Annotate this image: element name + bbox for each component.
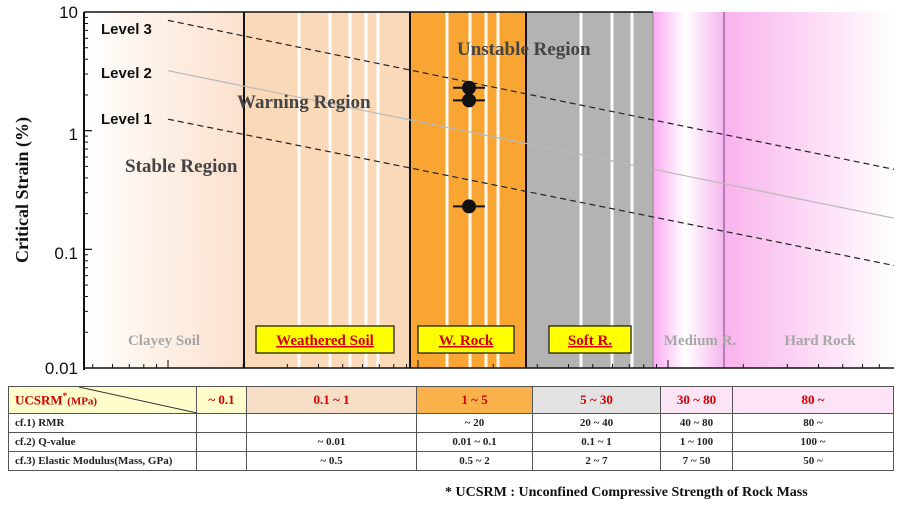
table-cell: 80 ~ <box>732 413 894 433</box>
zone-bg-weathered-soil <box>244 12 410 368</box>
table-cell: 20 ~ 40 <box>532 413 661 433</box>
table-cell <box>246 413 417 433</box>
zone-label-hard-rock: Hard Rock <box>784 333 856 349</box>
data-points <box>453 80 485 214</box>
zone-bg-soft-rock <box>526 12 653 368</box>
table-cell <box>196 432 247 452</box>
y-tick-label: 1 <box>69 125 78 144</box>
y-axis-label: Critical Strain (%) <box>12 117 33 263</box>
ucsrm-range-cell: 5 ~ 30 <box>532 386 661 414</box>
data-point <box>462 93 476 108</box>
unstable-region-label: Unstable Region <box>457 39 591 60</box>
table-cell: ~ 20 <box>416 413 533 433</box>
zone-bg-medium-rock <box>653 12 724 368</box>
table-cell: 40 ~ 80 <box>660 413 733 433</box>
table-cell: 2 ~ 7 <box>532 451 661 471</box>
stable-region-label: Stable Region <box>125 156 238 177</box>
table-cell <box>196 451 247 471</box>
level-1-line <box>167 118 894 267</box>
zone-label-box-soft-rock <box>548 325 632 354</box>
data-point <box>462 199 476 214</box>
grid-lines <box>297 12 634 368</box>
table-cell: ~ 0.01 <box>246 432 417 452</box>
zone-label-box-w-rock <box>417 325 515 354</box>
ucsrm-label-unit: (MPa) <box>67 395 98 408</box>
ucsrm-table: UCSRM*(MPa) ~ 0.1 0.1 ~ 1 1 ~ 5 5 ~ 30 3… <box>8 386 894 471</box>
zone-label-soft-rock: Soft R. <box>568 333 612 349</box>
y-tick-label: 0.1 <box>54 244 78 263</box>
footnote: * UCSRM : Unconfined Compressive Strengt… <box>445 485 808 500</box>
row-label: cf.2) Q-value <box>8 432 197 452</box>
table-cell: 50 ~ <box>732 451 894 471</box>
y-ticks <box>84 11 92 369</box>
level-2-label: Level 2 <box>101 65 152 82</box>
ucsrm-range-cell: 1 ~ 5 <box>416 386 533 414</box>
zone-bg-w-rock <box>410 12 526 368</box>
x-minor-ticks <box>92 360 880 368</box>
table-cell: 1 ~ 100 <box>660 432 733 452</box>
table-cell <box>196 413 247 433</box>
ucsrm-range-cell: ~ 0.1 <box>196 386 247 414</box>
table-row: cf.3) Elastic Modulus(Mass, GPa) ~ 0.5 0… <box>8 451 894 471</box>
ucsrm-range-cell: 30 ~ 80 <box>660 386 733 414</box>
table-cell: 100 ~ <box>732 432 894 452</box>
header-diagonal <box>78 387 196 413</box>
table-cell: ~ 0.5 <box>246 451 417 471</box>
ucsrm-range-cell: 80 ~ <box>732 386 894 414</box>
zone-label-weathered-soil: Weathered Soil <box>276 333 374 349</box>
y-tick-label: 0.01 <box>45 359 78 378</box>
zone-bg-hard-rock <box>724 12 894 368</box>
level-3-label: Level 3 <box>101 21 152 38</box>
table-header-row: UCSRM*(MPa) ~ 0.1 0.1 ~ 1 1 ~ 5 5 ~ 30 3… <box>8 386 894 414</box>
table-cell: 0.5 ~ 2 <box>416 451 533 471</box>
zone-label-medium-rock: Medium R. <box>664 333 737 349</box>
table-cell: 0.01 ~ 0.1 <box>416 432 533 452</box>
row-label: cf.3) Elastic Modulus(Mass, GPa) <box>8 451 197 471</box>
ucsrm-range-cell: 0.1 ~ 1 <box>246 386 417 414</box>
strain-chart: 10 1 0.1 0.01 Critical Strain (%) Level … <box>12 3 894 378</box>
table-row: cf.1) RMR ~ 20 20 ~ 40 40 ~ 80 80 ~ <box>8 413 894 433</box>
zone-label-w-rock: W. Rock <box>439 333 494 349</box>
ucsrm-label-cell: UCSRM*(MPa) <box>8 386 197 414</box>
zone-dividers <box>243 12 527 368</box>
table-row: cf.2) Q-value ~ 0.01 0.01 ~ 0.1 0.1 ~ 1 … <box>8 432 894 452</box>
level-2-line <box>167 70 894 219</box>
warning-region-label: Warning Region <box>237 92 371 113</box>
table-cell: 7 ~ 50 <box>660 451 733 471</box>
zone-label-clayey-soil: Clayey Soil <box>128 333 200 349</box>
zone-bg-clayey-soil <box>84 12 244 368</box>
ucsrm-label: UCSRM <box>15 392 63 408</box>
level-3-line <box>167 19 894 170</box>
y-tick-label: 10 <box>59 3 78 22</box>
zone-label-box-weathered-soil <box>255 325 395 354</box>
level-1-label: Level 1 <box>101 111 152 128</box>
data-point <box>462 80 476 95</box>
ucsrm-label-sup: * <box>62 391 68 402</box>
table-cell: 0.1 ~ 1 <box>532 432 661 452</box>
row-label: cf.1) RMR <box>8 413 197 433</box>
